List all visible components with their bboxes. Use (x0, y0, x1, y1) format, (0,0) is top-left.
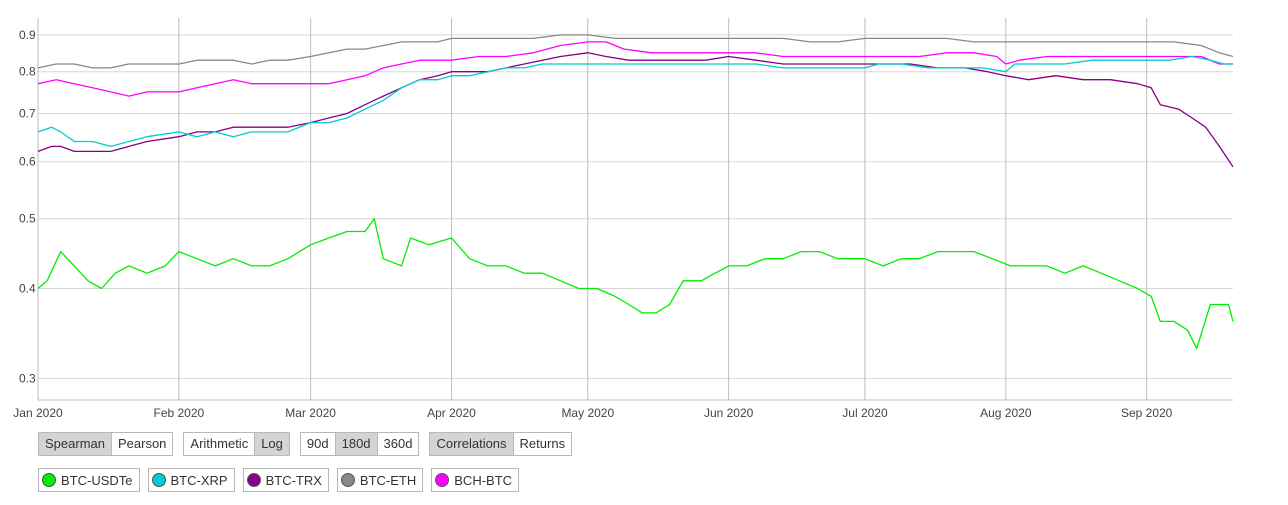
legend-label: BTC-USDTe (61, 472, 133, 488)
chart-svg: 0.3 0.4 0.5 0.6 0.7 0.8 0.9 Jan 2020 Feb 2020 Mar… (13, 18, 1234, 420)
x-tick-label: Aug 2020 (980, 406, 1032, 420)
y-tick-label: 0.3 (19, 371, 36, 385)
x-tick-label: Feb 2020 (153, 406, 204, 420)
legend-label: BTC-TRX (265, 472, 322, 488)
legend: BTC-USDTe BTC-XRP BTC-TRX BTC-ETH BCH-BT… (38, 468, 520, 492)
series-line-btc-xrp (37, 55, 1233, 148)
window-180d-button[interactable]: 180d (335, 433, 378, 455)
legend-swatch-icon (42, 473, 56, 487)
spearman-button[interactable]: Spearman (39, 433, 112, 455)
legend-item-btc-xrp[interactable]: BTC-XRP (147, 468, 235, 492)
scale-toggle: Arithmetic Log (183, 432, 290, 456)
y-tick-label: 0.9 (19, 28, 36, 42)
arithmetic-button[interactable]: Arithmetic (184, 433, 256, 455)
controls-bar: Spearman Pearson Arithmetic Log 90d 180d… (38, 432, 573, 456)
correlations-button[interactable]: Correlations (430, 433, 514, 455)
legend-swatch-icon (246, 473, 261, 487)
window-toggle: 90d 180d 360d (299, 432, 420, 456)
legend-label: BTC-XRP (170, 472, 228, 488)
x-tick-label: Mar 2020 (285, 406, 336, 420)
window-90d-button[interactable]: 90d (300, 433, 336, 455)
pearson-button[interactable]: Pearson (111, 433, 173, 455)
legend-swatch-icon (340, 473, 355, 487)
series-line-btc-eth (37, 34, 1234, 69)
y-tick-label: 0.7 (19, 106, 36, 120)
x-tick-label: Jun 2020 (704, 406, 754, 420)
legend-swatch-icon (435, 473, 450, 487)
legend-item-btc-eth[interactable]: BTC-ETH (336, 468, 424, 492)
view-toggle: Correlations Returns (429, 432, 573, 456)
x-tick-label: Jan 2020 (13, 406, 63, 420)
legend-label: BTC-ETH (359, 472, 417, 488)
series-line-bch-btc (37, 41, 1233, 97)
correlation-chart: 0.3 0.4 0.5 0.6 0.7 0.8 0.9 Jan 2020 Feb 2020 Mar… (13, 18, 1234, 420)
log-button[interactable]: Log (255, 433, 289, 455)
method-toggle: Spearman Pearson (38, 432, 174, 456)
y-tick-label: 0.6 (19, 155, 36, 169)
y-tick-label: 0.5 (19, 212, 36, 226)
y-tick-label: 0.8 (19, 65, 36, 79)
x-tick-label: Jul 2020 (842, 406, 888, 420)
legend-item-btc-trx[interactable]: BTC-TRX (242, 468, 329, 492)
series-line-btc-trx (37, 52, 1234, 168)
returns-button[interactable]: Returns (513, 433, 572, 455)
legend-swatch-icon (151, 473, 166, 487)
series-line-btc-usdte (37, 218, 1234, 350)
legend-label: BCH-BTC (454, 472, 513, 488)
legend-item-bch-btc[interactable]: BCH-BTC (431, 468, 520, 492)
x-tick-label: May 2020 (561, 406, 614, 420)
y-tick-label: 0.4 (19, 281, 36, 295)
x-tick-label: Apr 2020 (427, 406, 476, 420)
legend-item-btc-usdte[interactable]: BTC-USDTe (38, 468, 140, 492)
window-360d-button[interactable]: 360d (377, 433, 419, 455)
x-tick-label: Sep 2020 (1121, 406, 1173, 420)
